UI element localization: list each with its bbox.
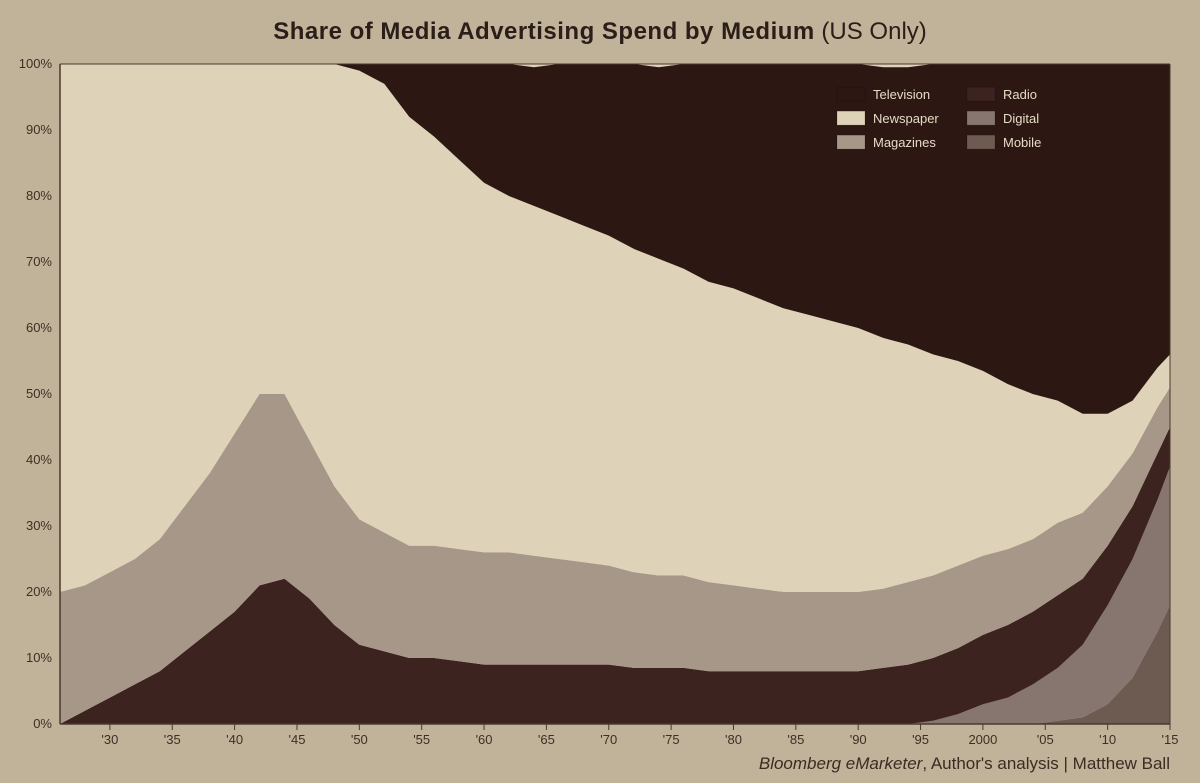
y-tick-label: 90% xyxy=(26,122,52,137)
chart-title: Share of Media Advertising Spend by Medi… xyxy=(0,18,1200,46)
legend-swatch-mobile xyxy=(967,135,995,149)
x-tick-label: 2000 xyxy=(968,732,997,747)
legend: Television Newspaper Magazines Radio Digital… xyxy=(827,79,1127,157)
y-tick-label: 0% xyxy=(33,716,52,731)
x-tick-label: '85 xyxy=(787,732,804,747)
legend-swatch-television xyxy=(837,87,865,101)
legend-label-magazines: Magazines xyxy=(873,135,936,150)
credit-rest: , Author's analysis | Matthew Ball xyxy=(922,754,1170,773)
legend-label-newspaper: Newspaper xyxy=(873,111,939,126)
y-tick-label: 50% xyxy=(26,386,52,401)
legend-label-radio: Radio xyxy=(1003,87,1037,102)
legend-label-mobile: Mobile xyxy=(1003,135,1041,150)
x-tick-label: '75 xyxy=(663,732,680,747)
x-tick-label: '45 xyxy=(288,732,305,747)
y-tick-label: 60% xyxy=(26,320,52,335)
legend-swatch-digital xyxy=(967,111,995,125)
x-tick-label: '70 xyxy=(600,732,617,747)
y-tick-label: 20% xyxy=(26,584,52,599)
x-tick-label: '35 xyxy=(164,732,181,747)
plot-area: 0%10%20%30%40%50%60%70%80%90%100%'30'35'… xyxy=(60,64,1170,724)
x-tick-label: '30 xyxy=(101,732,118,747)
legend-label-television: Television xyxy=(873,87,930,102)
y-tick-label: 100% xyxy=(19,56,53,71)
x-tick-label: '65 xyxy=(538,732,555,747)
y-tick-label: 80% xyxy=(26,188,52,203)
x-tick-label: '15 xyxy=(1162,732,1179,747)
x-tick-label: '95 xyxy=(912,732,929,747)
credit-line: Bloomberg eMarketer, Author's analysis |… xyxy=(759,754,1170,774)
title-main: Share of Media Advertising Spend by Medi… xyxy=(273,18,815,45)
credit-source: Bloomberg eMarketer xyxy=(759,754,922,773)
x-tick-label: '90 xyxy=(850,732,867,747)
x-tick-label: '55 xyxy=(413,732,430,747)
x-tick-label: '40 xyxy=(226,732,243,747)
y-tick-label: 40% xyxy=(26,452,52,467)
x-tick-label: '50 xyxy=(351,732,368,747)
legend-swatch-newspaper xyxy=(837,111,865,125)
y-tick-label: 70% xyxy=(26,254,52,269)
x-tick-label: '10 xyxy=(1099,732,1116,747)
x-tick-label: '05 xyxy=(1037,732,1054,747)
title-paren: (US Only) xyxy=(821,18,926,45)
x-tick-label: '80 xyxy=(725,732,742,747)
legend-swatch-radio xyxy=(967,87,995,101)
y-tick-label: 10% xyxy=(26,650,52,665)
x-tick-label: '60 xyxy=(476,732,493,747)
legend-label-digital: Digital xyxy=(1003,111,1039,126)
legend-swatch-magazines xyxy=(837,135,865,149)
y-tick-label: 30% xyxy=(26,518,52,533)
